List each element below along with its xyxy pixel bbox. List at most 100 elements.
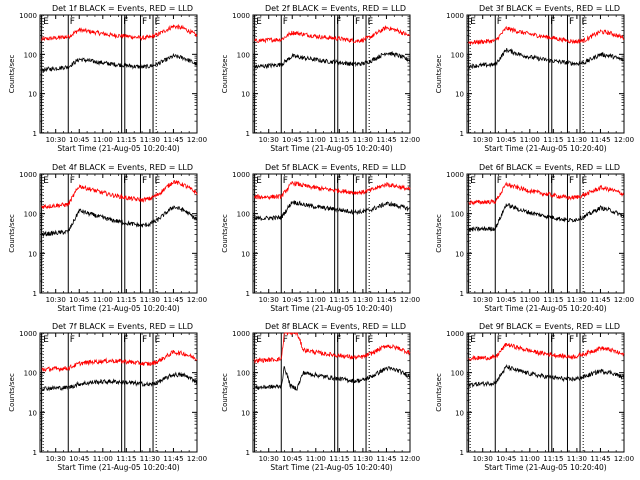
- x-tick-label: 11:15: [116, 296, 136, 304]
- y-tick-label: 100: [237, 211, 250, 219]
- flag-label: E: [256, 335, 262, 345]
- y-tick-label: 1000: [19, 171, 37, 179]
- x-axis-label: Start Time (21-Aug-05 10:20:40): [57, 304, 179, 313]
- flag-label: F: [497, 335, 502, 345]
- x-tick-label: 11:45: [590, 296, 610, 304]
- flag-label: E: [155, 335, 161, 345]
- flag-label: F: [123, 17, 128, 27]
- x-tick-label: 11:00: [93, 455, 113, 463]
- x-axis-label: Start Time (21-Aug-05 10:20:40): [57, 463, 179, 472]
- flag-label: F: [355, 17, 360, 27]
- panel-det-4f: Det 4f BLACK = Events, RED = LLD 1 10 100 10…: [8, 163, 207, 313]
- x-tick-label: 10:30: [46, 136, 66, 144]
- x-tick-label: 11:30: [353, 455, 373, 463]
- y-tick-label: 1: [33, 290, 37, 298]
- x-tick-label: 11:00: [520, 296, 540, 304]
- flag-label: E: [256, 176, 262, 186]
- x-axis-label: Start Time (21-Aug-05 10:20:40): [484, 144, 606, 153]
- y-tick-label: 10: [28, 250, 37, 258]
- lld-series-line: [254, 332, 411, 364]
- y-axis-label: Counts/sec: [435, 373, 443, 412]
- events-series-line: [41, 52, 198, 72]
- flag-label: F: [497, 17, 502, 27]
- y-tick-label: 1000: [232, 171, 250, 179]
- flag-label: F: [569, 17, 574, 27]
- flag-label: E: [43, 17, 49, 27]
- y-tick-label: 1: [33, 130, 37, 138]
- events-series-line: [41, 205, 197, 238]
- x-axis-label: Start Time (21-Aug-05 10:20:40): [484, 463, 606, 472]
- x-tick-label: 11:30: [353, 296, 373, 304]
- flag-label: E: [43, 176, 49, 186]
- events-series-line: [468, 363, 625, 388]
- x-tick-label: 12:00: [187, 136, 207, 144]
- x-tick-label: 10:30: [473, 136, 493, 144]
- flag-label: E: [470, 176, 476, 186]
- y-axis-label: Counts/sec: [435, 55, 443, 94]
- y-tick-label: 100: [451, 370, 464, 378]
- x-tick-label: 10:45: [496, 136, 516, 144]
- y-tick-label: 100: [451, 211, 464, 219]
- panel-det-6f: Det 6f BLACK = Events, RED = LLD 1 10 100 10…: [435, 163, 634, 313]
- x-tick-label: 11:30: [140, 296, 160, 304]
- flag-label: F: [283, 176, 288, 186]
- panel-det-8f: Det 8f BLACK = Events, RED = LLD 1 10 100 10…: [221, 322, 420, 472]
- flag-label: E: [582, 17, 588, 27]
- y-axis-label: Counts/sec: [8, 373, 16, 412]
- flag-label: F: [142, 176, 147, 186]
- x-tick-label: 11:00: [520, 136, 540, 144]
- y-tick-label: 10: [455, 250, 464, 258]
- y-tick-label: 100: [237, 51, 250, 59]
- y-tick-label: 100: [24, 370, 37, 378]
- x-tick-label: 11:15: [543, 136, 563, 144]
- y-tick-label: 1: [460, 290, 464, 298]
- x-tick-label: 11:45: [163, 455, 183, 463]
- x-tick-label: 12:00: [614, 296, 634, 304]
- lld-series-line: [468, 25, 625, 46]
- flag-label: E: [582, 176, 588, 186]
- lld-series-line: [254, 181, 411, 201]
- y-tick-label: 10: [455, 409, 464, 417]
- y-tick-label: 1: [246, 449, 250, 457]
- x-tick-label: 11:00: [306, 455, 326, 463]
- flag-label: F: [142, 17, 147, 27]
- x-tick-label: 10:45: [282, 296, 302, 304]
- y-axis-label: Counts/sec: [8, 55, 16, 94]
- x-tick-label: 11:15: [116, 136, 136, 144]
- flag-label: E: [155, 176, 161, 186]
- x-tick-label: 11:30: [140, 455, 160, 463]
- x-tick-label: 11:00: [306, 296, 326, 304]
- y-tick-label: 100: [24, 51, 37, 59]
- x-axis-label: Start Time (21-Aug-05 10:20:40): [484, 304, 606, 313]
- x-tick-label: 10:45: [282, 455, 302, 463]
- y-tick-label: 100: [451, 51, 464, 59]
- x-tick-label: 11:15: [543, 296, 563, 304]
- events-series-line: [468, 48, 625, 69]
- flag-label: F: [336, 335, 341, 345]
- lld-series-line: [41, 179, 198, 210]
- panel-det-2f: Det 2f BLACK = Events, RED = LLD 1 10 100 10…: [221, 4, 420, 153]
- lld-series-line: [41, 23, 198, 42]
- flag-label: F: [550, 17, 555, 27]
- plot-frame: [466, 173, 625, 294]
- x-tick-label: 10:30: [46, 455, 66, 463]
- y-tick-label: 1000: [446, 12, 464, 20]
- flag-label: E: [155, 17, 161, 27]
- events-series-line: [254, 200, 411, 221]
- flag-label: E: [368, 335, 374, 345]
- x-tick-label: 11:45: [163, 136, 183, 144]
- x-tick-label: 10:30: [46, 296, 66, 304]
- y-tick-label: 10: [241, 409, 250, 417]
- events-series-line: [41, 371, 198, 392]
- panel-title: Det 7f BLACK = Events, RED = LLD: [52, 322, 193, 331]
- plot-frame: [466, 332, 625, 453]
- x-axis-label: Start Time (21-Aug-05 10:20:40): [57, 144, 179, 153]
- panel-det-9f: Det 9f BLACK = Events, RED = LLD 1 10 100 10…: [435, 322, 634, 472]
- y-tick-label: 1000: [446, 330, 464, 338]
- x-tick-label: 10:30: [259, 455, 279, 463]
- x-tick-label: 10:45: [69, 296, 89, 304]
- x-tick-label: 11:00: [306, 136, 326, 144]
- x-tick-label: 11:45: [590, 455, 610, 463]
- panel-title: Det 2f BLACK = Events, RED = LLD: [265, 4, 406, 13]
- x-tick-label: 10:45: [496, 455, 516, 463]
